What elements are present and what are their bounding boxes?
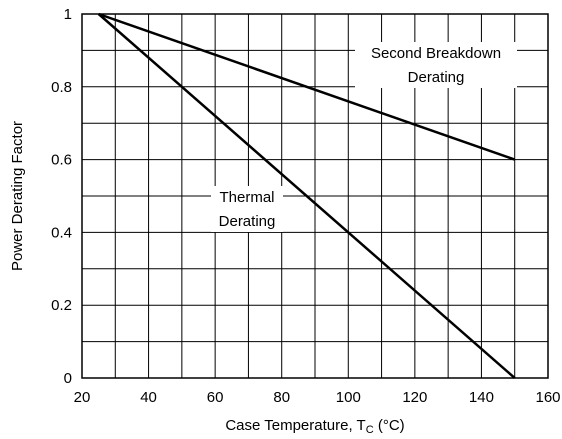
x-tick-label: 60 [207,389,224,406]
y-tick-label: 0.2 [51,297,72,314]
annotation-line: Thermal [219,189,274,206]
annotation-background [211,186,283,232]
x-tick-label: 80 [273,389,290,406]
y-tick-label: 1 [64,6,72,23]
annotation-background [355,42,517,88]
x-axis-ticks: 20 40 60 80 100 120 140 160 [74,389,561,406]
y-tick-label: 0 [64,370,72,387]
x-tick-label: 100 [336,389,361,406]
x-axis-label-unit: (°C) [374,417,405,434]
x-axis-label-subscript: C [366,424,374,436]
plot-area-frame [81,13,549,379]
annotation-line: Second Breakdown [371,45,501,62]
annotation-line: Derating [219,213,276,230]
y-tick-label: 0.8 [51,79,72,96]
x-tick-label: 140 [469,389,494,406]
x-tick-label: 40 [140,389,157,406]
series-line-thermal [97,13,516,379]
y-tick-label: 0.6 [51,152,72,169]
x-tick-label: 120 [402,389,427,406]
series-lines [97,12,516,379]
y-axis-ticks: 0 0.2 0.4 0.6 0.8 1 [51,6,72,387]
series-line-second-breakdown [98,12,516,161]
x-tick-label: 160 [535,389,560,406]
y-tick-label: 0.4 [51,224,72,241]
annotation-line: Derating [408,69,465,86]
annotations: Second Breakdown Derating Thermal Derating [211,42,517,232]
y-axis-label: Power Derating Factor [9,121,26,271]
x-axis-label: Case Temperature, TC (°C) [225,417,404,436]
x-tick-label: 20 [74,389,91,406]
